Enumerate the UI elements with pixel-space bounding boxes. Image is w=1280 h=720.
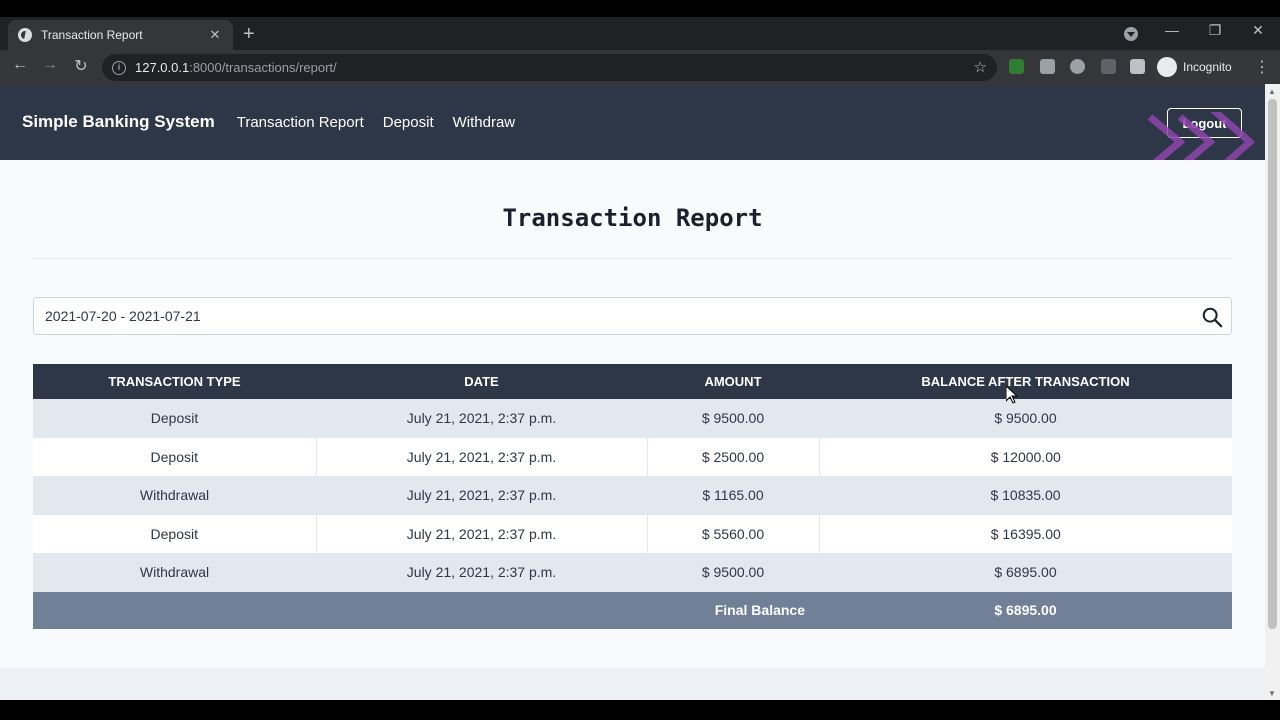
- header-transaction-type: TRANSACTION TYPE: [33, 364, 316, 399]
- cell-type: Withdrawal: [33, 553, 316, 592]
- final-balance-value: $ 6895.00: [819, 591, 1232, 629]
- date-range-input[interactable]: [34, 298, 1184, 334]
- cell-date: July 21, 2021, 2:37 p.m.: [316, 553, 647, 592]
- browser-tab[interactable]: Transaction Report ✕: [8, 20, 233, 50]
- site-navbar: Simple Banking System Transaction Report…: [0, 84, 1265, 160]
- total-empty-cell: [33, 591, 316, 629]
- extension-icon[interactable]: [1009, 59, 1024, 74]
- screen-bottom-edge: [0, 700, 1280, 720]
- reload-icon[interactable]: ↻: [74, 58, 88, 75]
- scroll-up-icon[interactable]: ▲: [1268, 87, 1276, 96]
- transaction-table: TRANSACTION TYPE DATE AMOUNT BALANCE AFT…: [33, 364, 1232, 629]
- cell-balance: $ 12000.00: [819, 437, 1232, 476]
- cell-amount: $ 9500.00: [647, 553, 819, 592]
- forward-icon[interactable]: →: [42, 56, 58, 73]
- address-bar[interactable]: i 127.0.0.1:8000/transactions/report/ ☆: [102, 54, 997, 81]
- scroll-thumb[interactable]: [1268, 99, 1277, 629]
- minimize-icon[interactable]: —: [1165, 22, 1179, 38]
- info-icon[interactable]: i: [112, 60, 126, 75]
- final-balance-row: Final Balance $ 6895.00: [33, 591, 1232, 629]
- main-content: Transaction Report TRANSACTION TYPE DATE…: [0, 160, 1265, 668]
- back-icon[interactable]: ←: [12, 56, 28, 73]
- cell-date: July 21, 2021, 2:37 p.m.: [316, 514, 648, 553]
- table-row: Deposit July 21, 2021, 2:37 p.m. $ 2500.…: [33, 437, 1232, 476]
- globe-icon: [18, 28, 32, 42]
- cloud-icon[interactable]: [1070, 59, 1085, 74]
- url-host: 127.0.0.1: [135, 60, 190, 75]
- header-amount: AMOUNT: [647, 364, 819, 399]
- profile-button[interactable]: Incognito: [1157, 57, 1232, 77]
- puzzle-icon[interactable]: [1130, 59, 1145, 74]
- browser-toolbar: ← → ↻ i 127.0.0.1:8000/transactions/repo…: [0, 50, 1280, 84]
- tab-title: Transaction Report: [41, 28, 143, 42]
- cell-balance: $ 16395.00: [819, 514, 1232, 553]
- page-scrollbar[interactable]: ▲ ▼: [1265, 84, 1280, 700]
- table-row: Withdrawal July 21, 2021, 2:37 p.m. $ 95…: [33, 553, 1232, 592]
- close-tab-icon[interactable]: ✕: [209, 27, 221, 42]
- cell-type: Deposit: [33, 399, 316, 438]
- cell-amount: $ 1165.00: [647, 476, 819, 515]
- table-row: Withdrawal July 21, 2021, 2:37 p.m. $ 11…: [33, 476, 1232, 515]
- table-header-row: TRANSACTION TYPE DATE AMOUNT BALANCE AFT…: [33, 364, 1232, 399]
- camera-icon[interactable]: [1040, 59, 1055, 74]
- new-tab-icon[interactable]: +: [243, 23, 255, 45]
- header-date: DATE: [316, 364, 647, 399]
- restore-icon[interactable]: ❐: [1208, 22, 1222, 38]
- title-divider: [33, 258, 1232, 259]
- cell-date: July 21, 2021, 2:37 p.m.: [316, 476, 647, 515]
- pen-icon[interactable]: [1101, 59, 1116, 74]
- nav-link-deposit[interactable]: Deposit: [382, 113, 434, 131]
- cell-balance: $ 6895.00: [819, 553, 1232, 592]
- cell-amount: $ 2500.00: [647, 437, 820, 476]
- cell-type: Withdrawal: [33, 476, 316, 515]
- close-window-icon[interactable]: ✕: [1252, 22, 1264, 38]
- scroll-down-icon[interactable]: ▼: [1268, 689, 1276, 698]
- kebab-menu-icon[interactable]: ⋮: [1254, 59, 1270, 76]
- browser-tab-bar: Transaction Report ✕ + — ❐ ✕: [0, 17, 1280, 50]
- profile-label: Incognito: [1183, 60, 1232, 74]
- cell-date: July 21, 2021, 2:37 p.m.: [316, 399, 647, 438]
- incognito-icon: [1157, 57, 1177, 77]
- table-row: Deposit July 21, 2021, 2:37 p.m. $ 9500.…: [33, 399, 1232, 438]
- table-row: Deposit July 21, 2021, 2:37 p.m. $ 5560.…: [33, 514, 1232, 553]
- tab-search-icon[interactable]: [1124, 27, 1138, 41]
- mouse-cursor-icon: [1006, 386, 1018, 404]
- cell-amount: $ 9500.00: [647, 399, 819, 438]
- cell-balance: $ 9500.00: [819, 399, 1232, 438]
- cell-balance: $ 10835.00: [819, 476, 1232, 515]
- final-balance-label: Final Balance: [647, 591, 819, 629]
- date-range-form: [33, 297, 1232, 335]
- header-balance: BALANCE AFTER TRANSACTION: [819, 364, 1232, 399]
- cell-amount: $ 5560.00: [647, 514, 820, 553]
- nav-link-withdraw[interactable]: Withdraw: [452, 113, 516, 131]
- nav-link-transaction-report[interactable]: Transaction Report: [236, 113, 364, 131]
- page-title: Transaction Report: [502, 204, 763, 232]
- brand-link[interactable]: Simple Banking System: [22, 112, 215, 131]
- cell-date: July 21, 2021, 2:37 p.m.: [316, 437, 648, 476]
- url-path: :8000/transactions/report/: [189, 60, 337, 75]
- cell-type: Deposit: [33, 437, 317, 476]
- page-viewport: Simple Banking System Transaction Report…: [0, 84, 1265, 700]
- cell-type: Deposit: [33, 514, 317, 553]
- total-empty-cell: [316, 591, 647, 629]
- search-icon[interactable]: [1201, 306, 1223, 328]
- bookmark-star-icon[interactable]: ☆: [973, 59, 987, 76]
